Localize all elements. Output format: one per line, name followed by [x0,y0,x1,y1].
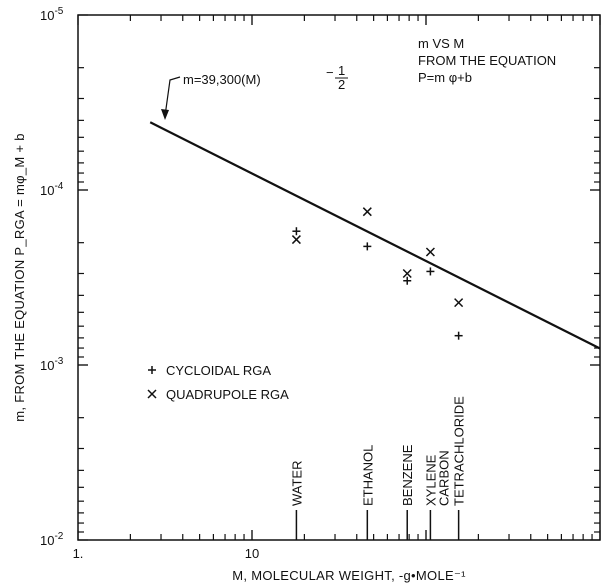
quadrupole-point [362,207,372,217]
legend-marker-cycloidal [148,366,156,374]
chart-title-line: m VS M [418,36,464,51]
fit-line-label: m=39,300(M) [183,72,261,87]
fit-line-exponent-sign: − [326,65,334,80]
x-marker-b [291,235,301,245]
x-marker-b [425,247,435,257]
cycloidal-point [403,276,412,285]
fit-line-leader [164,76,181,117]
cycloidal-point [454,331,463,340]
x-axis-label: M, MOLECULAR WEIGHT, -g•MOLE⁻¹ [232,568,466,583]
y-tick-label: 10-2 [40,531,64,548]
quadrupole-point [402,268,412,279]
fit-line [149,121,601,350]
y-tick-label: 10-3 [40,356,64,373]
compound-label: ETHANOL [360,445,375,540]
y-tick-label: 10-4 [40,181,64,198]
quadrupole-point [425,247,435,257]
x-tick-label: 1. [73,546,84,561]
compound-label-text: ETHANOL [360,445,375,506]
compound-label: CARBON TETRACHLORIDE [437,396,467,540]
compound-label-text: CARBON [437,450,452,506]
compound-label-text: BENZENE [400,444,415,506]
chart-title-line: FROM THE EQUATION [418,53,556,68]
legend-label: QUADRUPOLE RGA [166,387,289,402]
fit-line-exponent-num: 1 [338,63,345,78]
compound-label: WATER [289,461,304,540]
cycloidal-point [292,227,301,236]
compound-label: XYLENE [423,454,438,540]
x-marker-b [454,298,464,308]
plot-frame [77,14,601,541]
compound-label: BENZENE [400,444,415,540]
y-tick-label: 10-5 [40,6,64,23]
legend-label: CYCLOIDAL RGA [166,363,271,378]
legend-marker-quadrupole [147,389,157,399]
compound-label-text: XYLENE [423,454,438,506]
x-tick-label: 10 [245,546,259,561]
compound-label-text: TETRACHLORIDE [452,396,467,506]
y-axis-label: m, FROM THE EQUATION P_RGA = mφ_M + b [12,133,27,422]
x-marker-b [147,389,157,399]
quadrupole-point [291,235,301,245]
compound-label-text: WATER [289,461,304,507]
x-marker-b [402,268,412,279]
quadrupole-point [454,298,464,308]
x-marker-b [362,207,372,217]
fit-line-exponent: −12 [326,63,348,92]
cycloidal-point [426,267,435,276]
fit-line-exponent-den: 2 [338,77,345,92]
fit-line-leader-arrow [161,109,169,120]
chart-title-line: P=m φ+b [418,70,472,85]
cycloidal-point [363,242,372,251]
